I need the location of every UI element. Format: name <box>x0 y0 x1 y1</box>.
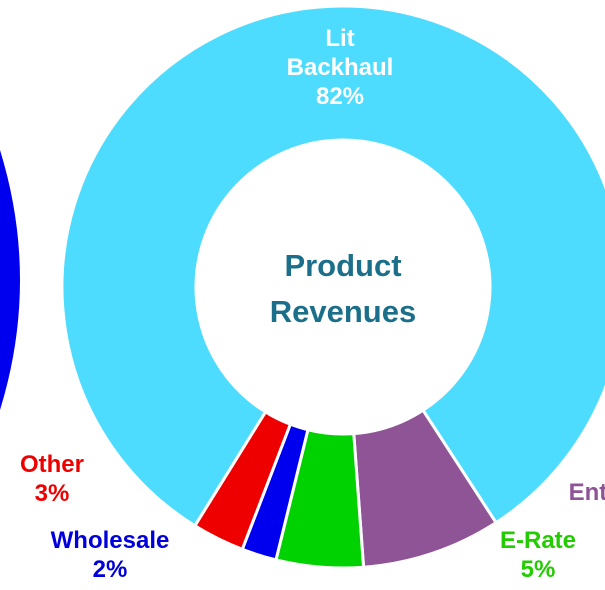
category-label: Lit Backhaul <box>286 25 394 81</box>
donut-segment <box>60 4 605 528</box>
value-label: 82% <box>315 83 365 110</box>
donut-segment <box>192 409 293 552</box>
segment-label: E-Rate 5% <box>478 526 598 584</box>
segment-label: Other 3% <box>0 450 104 508</box>
value-label: 2% <box>92 556 128 583</box>
segment-label: Lit Backhaul 82% <box>270 24 410 111</box>
center-label: Product Revenues <box>269 248 417 329</box>
category-label: E-Rate <box>499 527 577 554</box>
category-label: Enterprise <box>568 479 605 506</box>
neighbor-chart-segment <box>0 150 20 410</box>
value-label: 5% <box>520 556 556 583</box>
segment-label: Wholesale 2% <box>25 526 195 584</box>
segment-label: Enterprise <box>553 478 605 507</box>
category-label: Other <box>19 451 84 478</box>
value-label: 3% <box>34 480 70 507</box>
category-label: Wholesale <box>50 527 170 554</box>
